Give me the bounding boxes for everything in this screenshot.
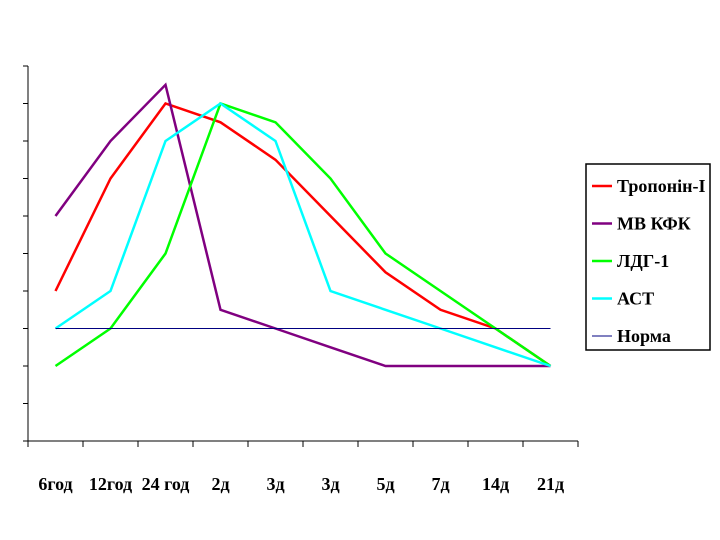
x-tick-labels: 6год 12год 24 год 2д 3д 3д 5д 7д 14д 21д: [38, 474, 564, 494]
legend-label: Тропонін-I: [617, 176, 705, 196]
legend-label: Норма: [617, 326, 671, 346]
series-line: [54, 102, 552, 368]
series-line: [54, 82, 551, 368]
x-tick-label: 5д: [376, 474, 394, 494]
x-tick-label: 7д: [431, 474, 449, 494]
legend-label: АСТ: [617, 289, 654, 309]
legend-label: МВ КФК: [617, 214, 691, 234]
x-tick-label: 3д: [266, 474, 284, 494]
x-tick-label: 21д: [537, 474, 564, 494]
x-tick-label: 14д: [482, 474, 509, 494]
series-line: [54, 101, 551, 368]
x-tick-label: 6год: [38, 474, 72, 494]
chart-axes: [23, 65, 579, 447]
x-tick-label: 2д: [211, 474, 229, 494]
legend-label: ЛДГ-1: [617, 251, 669, 271]
series-line: [54, 101, 552, 368]
legend-box: [585, 163, 711, 351]
legend: Тропонін-I МВ КФК ЛДГ-1 АСТ Норма: [585, 163, 711, 351]
series-lines: [54, 82, 552, 368]
x-tick-label: 3д: [321, 474, 339, 494]
x-tick-label: 24 год: [142, 474, 190, 494]
x-tick-label: 12год: [89, 474, 132, 494]
